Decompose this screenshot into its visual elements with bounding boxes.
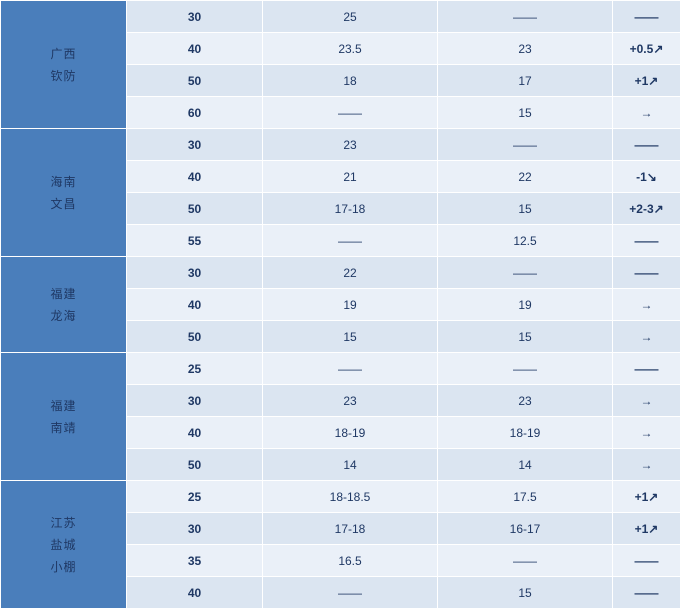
value-previous-cell: 14 bbox=[438, 449, 613, 481]
region-cell: 海南文昌 bbox=[1, 129, 127, 257]
value-today-cell: 23 bbox=[263, 385, 438, 417]
depth-cell: 55 bbox=[127, 225, 263, 257]
value-today-cell: 19 bbox=[263, 289, 438, 321]
value-previous-cell: 22 bbox=[438, 161, 613, 193]
value-previous-cell: ―― bbox=[438, 1, 613, 33]
value-today-cell: ―― bbox=[263, 97, 438, 129]
region-label-line: 南靖 bbox=[1, 417, 126, 439]
trend-cell: ―― bbox=[613, 257, 680, 289]
region-label-line: 福建 bbox=[1, 283, 126, 305]
trend-cell: → bbox=[613, 417, 680, 449]
region-label-line: 龙海 bbox=[1, 305, 126, 327]
value-today-cell: 17-18 bbox=[263, 193, 438, 225]
value-previous-cell: 17 bbox=[438, 65, 613, 97]
depth-cell: 50 bbox=[127, 193, 263, 225]
depth-cell: 40 bbox=[127, 289, 263, 321]
value-previous-cell: 18-19 bbox=[438, 417, 613, 449]
trend-cell: +1↗ bbox=[613, 481, 680, 513]
trend-cell: → bbox=[613, 385, 680, 417]
value-today-cell: 23.5 bbox=[263, 33, 438, 65]
trend-cell: ―― bbox=[613, 129, 680, 161]
depth-cell: 40 bbox=[127, 417, 263, 449]
value-previous-cell: ―― bbox=[438, 545, 613, 577]
trend-cell: ―― bbox=[613, 353, 680, 385]
value-previous-cell: 15 bbox=[438, 193, 613, 225]
value-previous-cell: 23 bbox=[438, 385, 613, 417]
region-label-line: 小棚 bbox=[1, 556, 126, 578]
trend-cell: ―― bbox=[613, 545, 680, 577]
depth-cell: 35 bbox=[127, 545, 263, 577]
value-previous-cell: ―― bbox=[438, 353, 613, 385]
value-previous-cell: 19 bbox=[438, 289, 613, 321]
value-today-cell: 15 bbox=[263, 321, 438, 353]
depth-cell: 25 bbox=[127, 353, 263, 385]
region-label-line: 海南 bbox=[1, 171, 126, 193]
depth-cell: 30 bbox=[127, 1, 263, 33]
value-previous-cell: 17.5 bbox=[438, 481, 613, 513]
depth-cell: 25 bbox=[127, 481, 263, 513]
region-label-line: 文昌 bbox=[1, 193, 126, 215]
value-previous-cell: 12.5 bbox=[438, 225, 613, 257]
depth-cell: 30 bbox=[127, 385, 263, 417]
region-cell: 福建南靖 bbox=[1, 353, 127, 481]
region-label-line: 江苏 bbox=[1, 512, 126, 534]
value-today-cell: 22 bbox=[263, 257, 438, 289]
value-previous-cell: 23 bbox=[438, 33, 613, 65]
value-today-cell: 16.5 bbox=[263, 545, 438, 577]
trend-cell: +2-3↗ bbox=[613, 193, 680, 225]
depth-cell: 30 bbox=[127, 513, 263, 545]
depth-cell: 40 bbox=[127, 33, 263, 65]
value-previous-cell: ―― bbox=[438, 129, 613, 161]
region-cell: 福建龙海 bbox=[1, 257, 127, 353]
value-previous-cell: ―― bbox=[438, 257, 613, 289]
value-today-cell: 14 bbox=[263, 449, 438, 481]
depth-cell: 30 bbox=[127, 257, 263, 289]
trend-cell: +0.5↗ bbox=[613, 33, 680, 65]
region-label-line: 盐城 bbox=[1, 534, 126, 556]
value-today-cell: ―― bbox=[263, 225, 438, 257]
depth-cell: 30 bbox=[127, 129, 263, 161]
depth-cell: 50 bbox=[127, 449, 263, 481]
trend-cell: → bbox=[613, 449, 680, 481]
depth-cell: 50 bbox=[127, 321, 263, 353]
value-today-cell: ―― bbox=[263, 353, 438, 385]
value-previous-cell: 16-17 bbox=[438, 513, 613, 545]
value-previous-cell: 15 bbox=[438, 321, 613, 353]
trend-cell: → bbox=[613, 321, 680, 353]
trend-cell: → bbox=[613, 97, 680, 129]
trend-cell: +1↗ bbox=[613, 513, 680, 545]
value-previous-cell: 15 bbox=[438, 97, 613, 129]
trend-cell: → bbox=[613, 289, 680, 321]
trend-cell: -1↘ bbox=[613, 161, 680, 193]
trend-cell: ―― bbox=[613, 1, 680, 33]
depth-cell: 50 bbox=[127, 65, 263, 97]
depth-cell: 60 bbox=[127, 97, 263, 129]
value-today-cell: 18-18.5 bbox=[263, 481, 438, 513]
region-label-line: 钦防 bbox=[1, 65, 126, 87]
value-today-cell: 21 bbox=[263, 161, 438, 193]
region-label-line: 广西 bbox=[1, 43, 126, 65]
trend-cell: +1↗ bbox=[613, 65, 680, 97]
value-today-cell: 17-18 bbox=[263, 513, 438, 545]
value-today-cell: 23 bbox=[263, 129, 438, 161]
trend-cell: ―― bbox=[613, 225, 680, 257]
region-label-line: 福建 bbox=[1, 395, 126, 417]
value-today-cell: 18-19 bbox=[263, 417, 438, 449]
value-today-cell: 25 bbox=[263, 1, 438, 33]
depth-cell: 40 bbox=[127, 161, 263, 193]
region-cell: 江苏盐城小棚 bbox=[1, 481, 127, 609]
value-today-cell: 18 bbox=[263, 65, 438, 97]
region-cell: 广西钦防 bbox=[1, 1, 127, 129]
